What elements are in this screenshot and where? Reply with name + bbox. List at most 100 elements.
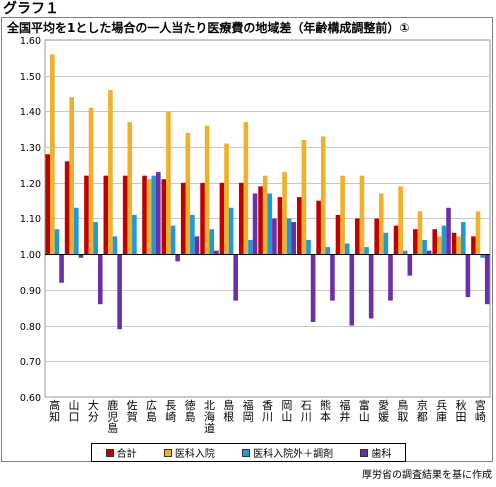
y-tick-label: 1.00 — [20, 250, 41, 261]
bar — [146, 179, 152, 255]
bar — [451, 232, 457, 255]
bar — [156, 172, 161, 255]
bar — [422, 239, 427, 255]
bar — [190, 214, 195, 255]
x-tick-label: 熊本 — [320, 398, 331, 424]
bar — [388, 254, 393, 301]
bar — [297, 197, 302, 255]
bar — [417, 211, 423, 255]
bar — [69, 97, 75, 255]
bar — [272, 218, 277, 255]
bar — [103, 175, 109, 255]
y-tick-label: 1.10 — [20, 214, 41, 225]
bar — [378, 193, 384, 255]
bar — [291, 222, 297, 255]
chart-frame: 全国平均を1とした場合の一人当たり医療費の地域差（年齢構成調整前）① 0.60 0… — [1, 17, 493, 462]
x-tick-label: 広島 — [146, 399, 157, 424]
x-tick-label: 山口 — [69, 399, 80, 424]
bar — [441, 225, 447, 255]
bar — [194, 236, 200, 255]
bar — [142, 175, 147, 255]
bar — [248, 239, 253, 255]
bar — [446, 207, 451, 255]
bar-chart: 0.60 0.70 0.80 0.90 1.00 1.10 1.20 1.30 1.40 1.50… — [20, 36, 491, 435]
bar — [267, 193, 273, 255]
bar — [127, 122, 133, 255]
x-tick-label: 富山 — [359, 398, 370, 424]
bar — [219, 182, 225, 255]
x-tick-label: 石川 — [301, 399, 312, 424]
bar — [185, 132, 191, 255]
bar — [200, 182, 205, 255]
y-tick-label: 1.60 — [20, 36, 41, 47]
bar — [132, 214, 137, 255]
bar — [340, 175, 345, 255]
bar — [78, 254, 84, 258]
bar — [282, 172, 287, 255]
bar — [359, 175, 365, 255]
x-tick-label: 高知 — [49, 398, 60, 424]
bar — [258, 186, 263, 255]
x-tick-label: 徳島 — [185, 399, 196, 424]
bar — [151, 175, 157, 255]
bar — [465, 254, 471, 298]
bar — [301, 139, 307, 255]
x-tick-label: 大分 — [88, 398, 99, 424]
bar — [204, 125, 210, 255]
bar — [460, 222, 466, 255]
bar — [93, 222, 98, 255]
x-tick-label: 鹿児島 — [107, 398, 118, 435]
graph-label: グラフ１ — [3, 1, 59, 17]
source-note: 厚労省の調査結果を基に作成 — [362, 470, 492, 481]
bar — [214, 250, 219, 255]
legend-item-inpatient: 医科入院 — [163, 445, 215, 460]
x-tick-label: 岡山 — [281, 399, 292, 424]
bar — [393, 225, 399, 255]
bar — [364, 247, 369, 255]
bar — [175, 254, 180, 262]
bar — [407, 254, 413, 276]
bar — [277, 197, 283, 255]
bar — [456, 236, 461, 255]
x-tick-label: 鳥取 — [397, 398, 408, 424]
bar — [74, 207, 79, 255]
bar — [233, 254, 238, 301]
bar — [243, 122, 249, 255]
x-tick-label: 宮崎 — [475, 398, 486, 424]
legend-item-total: 合計 — [105, 445, 137, 460]
x-tick-label: 福岡 — [243, 398, 254, 424]
bar — [64, 161, 70, 255]
legend-label-total: 合計 — [116, 449, 137, 460]
bar — [426, 250, 432, 255]
bar — [180, 182, 186, 255]
bar — [59, 254, 64, 283]
legend-swatch-inpatient — [163, 448, 172, 457]
bar — [122, 175, 128, 255]
legend-label-inpatient: 医科入院 — [174, 449, 215, 460]
y-tick-label: 0.70 — [20, 357, 41, 368]
legend-item-dental: 歯科 — [360, 445, 391, 460]
bar — [228, 207, 234, 255]
bar — [355, 218, 360, 255]
bar — [97, 254, 103, 305]
bar — [383, 232, 389, 255]
x-tick-label: 島根 — [223, 398, 234, 424]
bar — [344, 243, 350, 255]
bar — [325, 247, 331, 255]
bar — [330, 254, 335, 301]
bar — [349, 254, 355, 326]
bar — [238, 182, 244, 255]
bar — [402, 250, 408, 255]
bar — [471, 236, 476, 255]
bar — [84, 175, 89, 255]
x-tick-label: 香川 — [262, 399, 273, 424]
bar — [316, 200, 321, 255]
bar — [209, 229, 215, 255]
bar — [108, 89, 113, 255]
x-tick-label: 長崎 — [165, 399, 176, 424]
legend-swatch-outpatient — [242, 448, 251, 457]
bar — [398, 186, 403, 255]
bar — [54, 229, 60, 255]
bar — [224, 143, 229, 255]
legend-swatch-dental — [360, 448, 369, 457]
